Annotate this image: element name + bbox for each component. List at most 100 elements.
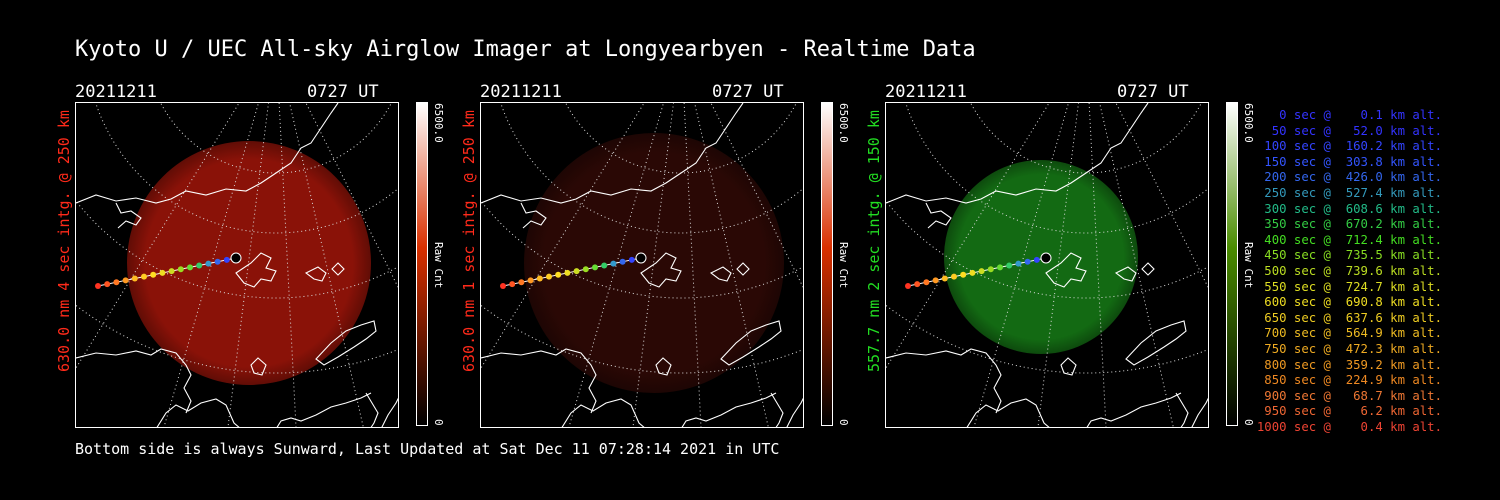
panel-date: 20211211	[480, 82, 562, 102]
launch-site-marker	[230, 252, 242, 264]
panel-time: 0727 UT	[1117, 82, 1189, 102]
legend-entry: 750 sec @ 472.3 km alt.	[1256, 342, 1442, 356]
legend-entry: 0 sec @ 0.1 km alt.	[1256, 108, 1442, 122]
legend-entry: 800 sec @ 359.2 km alt.	[1256, 357, 1442, 372]
legend-entry: 250 sec @ 527.4 km alt.	[1256, 186, 1442, 200]
trajectory-point	[923, 279, 930, 286]
trajectory-point	[177, 266, 184, 273]
trajectory-point	[969, 269, 976, 276]
legend-entry: 450 sec @ 735.5 km alt.	[1256, 248, 1442, 263]
legend-entry: 400 sec @ 712.4 km alt.	[1256, 232, 1442, 247]
legend-entry: 650 sec @ 637.6 km alt.	[1256, 310, 1442, 325]
coastline	[481, 103, 803, 427]
panel-time: 0727 UT	[712, 82, 784, 102]
trajectory-point	[997, 264, 1003, 271]
legend-entry: 1000 sec @ 0.4 km alt.	[1256, 420, 1442, 434]
legend-entry: 50 sec @ 52.0 km alt.	[1256, 123, 1442, 138]
trajectory-point	[601, 262, 608, 269]
trajectory-point	[131, 275, 138, 282]
trajectory-point	[518, 279, 525, 286]
trajectory-point	[168, 268, 175, 275]
trajectory-point	[122, 277, 129, 284]
trajectory-track	[95, 252, 242, 289]
trajectory-point	[150, 271, 157, 278]
allsky-image-frame	[480, 102, 804, 428]
allsky-map	[481, 103, 803, 427]
legend-entry: 600 sec @ 690.8 km alt.	[1256, 295, 1442, 310]
legend-entry: 850 sec @ 224.9 km alt.	[1256, 373, 1442, 388]
trajectory-point	[610, 260, 617, 267]
legend-entry: 550 sec @ 724.7 km alt.	[1256, 279, 1442, 294]
legend-entry: 200 sec @ 426.0 km alt.	[1256, 170, 1442, 185]
airglow-image	[127, 141, 371, 385]
trajectory-point	[527, 277, 534, 284]
trajectory-point	[205, 260, 212, 267]
trajectory-point	[1033, 256, 1040, 263]
legend-entry: 300 sec @ 608.6 km alt.	[1256, 201, 1442, 216]
trajectory-point	[187, 264, 193, 271]
trajectory-point	[113, 279, 120, 286]
panel-wavelength-label: 630.0 nm 4 sec intg. @ 250 km	[55, 110, 73, 372]
allsky-map	[76, 103, 398, 427]
coastline	[76, 103, 398, 427]
trajectory-point	[592, 264, 598, 271]
trajectory-point	[1015, 260, 1022, 267]
panel-date: 20211211	[75, 82, 157, 102]
trajectory-point	[628, 256, 635, 263]
allsky-image-frame	[885, 102, 1209, 428]
trajectory-point	[95, 283, 101, 289]
panel-date: 20211211	[885, 82, 967, 102]
trajectory-point	[914, 281, 921, 288]
trajectory-point	[905, 283, 911, 289]
trajectory-point	[104, 281, 111, 288]
trajectory-point	[555, 271, 562, 278]
trajectory-point	[987, 266, 994, 273]
trajectory-point	[141, 273, 147, 280]
trajectory-point	[214, 258, 221, 265]
allsky-map	[886, 103, 1208, 427]
trajectory-point	[951, 273, 957, 280]
color-bar-min: 0	[432, 419, 445, 426]
color-bar-min: 0	[837, 419, 850, 426]
page-title: Kyoto U / UEC All-sky Airglow Imager at …	[75, 37, 976, 62]
trajectory-point	[159, 269, 166, 276]
color-bar-max: 6500.0	[837, 103, 850, 143]
legend-entry: 700 sec @ 564.9 km alt.	[1256, 326, 1442, 341]
color-bar-max: 6500.0	[432, 103, 445, 143]
trajectory-point	[960, 271, 967, 278]
update-footer: Bottom side is always Sunward, Last Upda…	[75, 440, 780, 458]
color-bar	[416, 102, 428, 426]
trajectory-point	[1006, 262, 1013, 269]
legend-entry: 350 sec @ 670.2 km alt.	[1256, 217, 1442, 232]
trajectory-point	[546, 273, 552, 280]
trajectory-point	[223, 256, 230, 263]
trajectory-point	[500, 283, 506, 289]
trajectory-point	[619, 258, 626, 265]
coastline	[886, 103, 1208, 427]
color-bar	[821, 102, 833, 426]
panel-time: 0727 UT	[307, 82, 379, 102]
legend-entry: 150 sec @ 303.8 km alt.	[1256, 154, 1442, 169]
trajectory-track	[500, 252, 647, 289]
legend-entry: 900 sec @ 68.7 km alt.	[1256, 388, 1442, 403]
trajectory-point	[509, 281, 516, 288]
trajectory-point	[932, 277, 939, 284]
panel-wavelength-label: 557.7 nm 2 sec intg. @ 150 km	[865, 110, 883, 372]
trajectory-point	[582, 266, 589, 273]
launch-site-marker	[1040, 252, 1052, 264]
allsky-image-frame	[75, 102, 399, 428]
color-bar-title: Raw Cnt	[837, 242, 850, 289]
trajectory-track	[905, 252, 1052, 289]
trajectory-point	[573, 268, 580, 275]
trajectory-point	[1024, 258, 1031, 265]
airglow-image	[524, 133, 784, 393]
launch-site-marker	[635, 252, 647, 264]
trajectory-point	[941, 275, 948, 282]
panel-wavelength-label: 630.0 nm 1 sec intg. @ 250 km	[460, 110, 478, 372]
legend-entry: 950 sec @ 6.2 km alt.	[1256, 404, 1442, 419]
legend-entry: 500 sec @ 739.6 km alt.	[1256, 264, 1442, 278]
trajectory-point	[978, 268, 985, 275]
trajectory-point	[564, 269, 571, 276]
legend-entry: 100 sec @ 160.2 km alt.	[1256, 139, 1442, 154]
trajectory-point	[196, 262, 203, 269]
